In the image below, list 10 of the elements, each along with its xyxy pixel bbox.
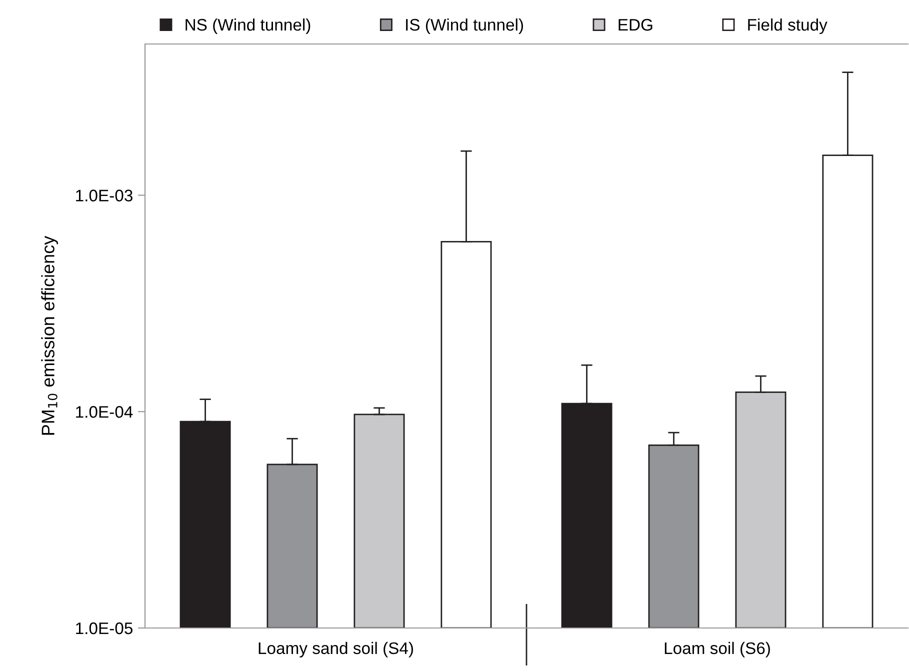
y-tick-label: 1.0E-03 <box>76 190 132 202</box>
x-tick-label: Loamy sand soil (S4) <box>258 642 413 658</box>
legend-label: EDG <box>618 18 652 31</box>
x-tick-label: Loam soil (S6) <box>664 642 770 658</box>
legend-label: NS (Wind tunnel) <box>186 18 310 34</box>
y-axis-title: PM$_{10}$ emission efficiency <box>41 236 58 435</box>
y-tick-label: 1.0E-04 <box>76 406 133 418</box>
y-tick-label: 1.0E-05 <box>76 622 132 634</box>
legend-label: IS (Wind tunnel) <box>406 18 523 34</box>
legend-label: Field study <box>748 18 828 34</box>
